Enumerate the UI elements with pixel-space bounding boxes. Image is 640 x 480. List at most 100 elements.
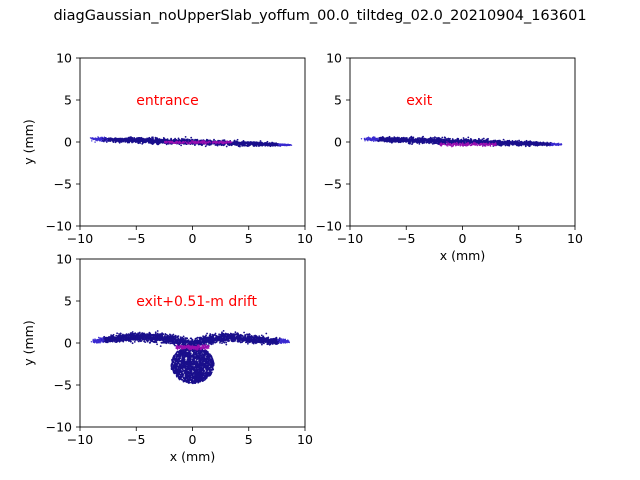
data-point: [381, 137, 384, 139]
data-point: [509, 141, 512, 144]
data-point: [265, 332, 268, 335]
data-point: [481, 143, 484, 145]
figure-suptitle: diagGaussian_noUpperSlab_yoffum_00.0_til…: [53, 8, 587, 24]
data-point: [98, 138, 100, 140]
data-point: [101, 138, 104, 140]
data-point: [487, 143, 489, 146]
data-point: [244, 141, 247, 144]
data-point: [551, 144, 554, 147]
data-point: [415, 139, 418, 142]
y-tick-label: 10: [326, 51, 342, 66]
data-point: [376, 139, 379, 142]
data-point: [472, 142, 475, 144]
data-point: [152, 139, 155, 142]
data-point: [409, 142, 412, 144]
data-point: [200, 141, 203, 143]
data-point: [130, 140, 133, 143]
data-point: [217, 141, 220, 143]
data-point: [484, 143, 486, 145]
data-point: [226, 141, 228, 144]
data-point: [227, 142, 230, 144]
data-point: [448, 143, 450, 145]
data-point: [371, 137, 374, 139]
data-point: [206, 332, 209, 335]
data-point: [412, 140, 415, 143]
data-point: [463, 138, 466, 141]
data-point: [213, 141, 215, 144]
data-point: [196, 142, 198, 144]
data-point: [373, 137, 376, 139]
data-point: [381, 139, 384, 142]
y-tick-label: −10: [46, 219, 72, 234]
data-point: [408, 137, 411, 139]
data-point: [225, 140, 228, 142]
data-point: [465, 138, 467, 140]
data-point: [529, 142, 532, 145]
data-point: [169, 139, 172, 142]
data-point: [471, 140, 473, 143]
data-point: [141, 143, 144, 145]
data-point: [486, 140, 489, 143]
data-point: [503, 140, 506, 143]
data-point: [432, 137, 434, 139]
data-point: [389, 139, 392, 141]
data-point: [444, 144, 446, 146]
data-point: [138, 141, 141, 144]
data-point: [246, 142, 248, 145]
data-point: [206, 139, 209, 142]
data-point: [221, 142, 223, 145]
data-point: [163, 141, 166, 143]
data-point: [238, 141, 240, 144]
data-point: [446, 141, 448, 143]
data-point: [550, 142, 553, 145]
data-point: [553, 143, 555, 146]
data-point: [489, 144, 492, 146]
data-point: [140, 138, 142, 140]
data-point: [396, 140, 398, 143]
data-point: [520, 142, 523, 145]
data-point: [418, 143, 421, 145]
data-point: [555, 144, 558, 146]
data-point: [456, 141, 458, 144]
data-point: [130, 136, 133, 139]
data-point: [150, 141, 153, 144]
data-point: [202, 140, 205, 143]
data-point: [203, 141, 206, 143]
data-point: [165, 139, 168, 142]
data-point: [172, 139, 175, 142]
data-point: [373, 136, 375, 138]
scatter-points: [360, 135, 563, 148]
data-point: [198, 142, 200, 144]
data-point: [525, 142, 527, 145]
data-point: [248, 142, 251, 144]
data-point: [407, 140, 410, 143]
data-point: [459, 139, 462, 142]
data-point: [468, 144, 470, 146]
data-point: [138, 138, 141, 141]
data-point: [443, 140, 445, 142]
data-point: [267, 144, 270, 147]
data-point: [475, 140, 477, 143]
data-point: [508, 142, 511, 144]
data-point: [476, 144, 478, 147]
data-point: [178, 140, 181, 143]
data-point: [499, 141, 502, 144]
data-point: [103, 140, 105, 143]
data-point: [533, 141, 535, 144]
data-point: [170, 342, 173, 345]
data-point: [462, 145, 464, 147]
data-point: [92, 137, 94, 139]
scatter-points: [90, 330, 290, 385]
data-point: [404, 137, 407, 140]
data-point: [152, 136, 154, 139]
data-point: [127, 140, 129, 143]
data-point: [401, 139, 404, 142]
data-point: [278, 144, 280, 146]
data-point: [492, 141, 495, 144]
panel-annotation: exit: [406, 93, 433, 109]
data-point: [127, 137, 130, 140]
data-point: [368, 138, 371, 141]
